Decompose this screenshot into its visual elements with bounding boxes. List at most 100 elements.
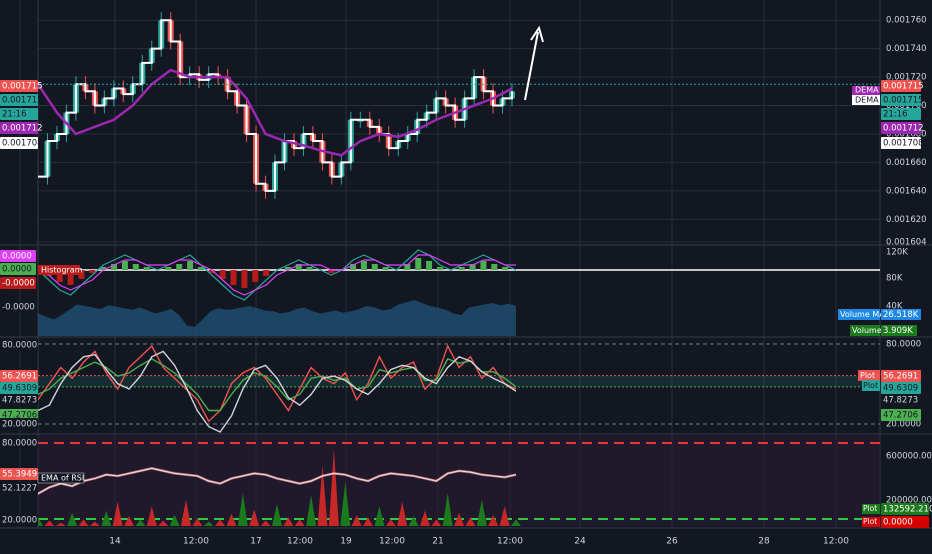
macd-histogram-bar	[241, 270, 248, 288]
volume-ma-label-bg	[838, 309, 880, 320]
macd-histogram-bar	[404, 264, 411, 270]
stoch-right-tag-label: 56.2691	[883, 372, 918, 382]
rsi-volume-bar	[101, 510, 112, 526]
stoch-right-tag-bg	[881, 409, 921, 421]
x-tick-label: 12:00	[183, 537, 209, 547]
plot-label-1: Plot	[860, 371, 875, 380]
rsi-volume-bar	[169, 515, 180, 526]
rsi-left-tag: 55.3949	[0, 468, 38, 480]
rsi-background	[38, 436, 880, 526]
price-right-tag: 0.001715	[881, 80, 924, 92]
rsi-volume-bar	[328, 449, 339, 526]
macd-histogram-bar	[371, 264, 378, 270]
rsi-volume-bar	[55, 522, 66, 526]
macd-histogram-bar	[67, 270, 74, 285]
macd-left-tag-bg	[0, 263, 36, 275]
rsi-volume-bar	[89, 521, 100, 526]
rsi-volume-bar	[431, 519, 442, 526]
rsi-volume-bar	[397, 501, 408, 526]
rsi-volume-bar	[511, 519, 521, 526]
price-left-tag-bg	[0, 108, 38, 120]
macd-left-tag: 0.0000	[0, 263, 36, 275]
rsi-volume-bar	[215, 519, 226, 526]
macd-histogram-bar	[295, 264, 302, 270]
macd-left-tag-bg	[0, 250, 36, 262]
rsi-volume-bar	[260, 520, 271, 526]
macd-volume-panel[interactable]: 0.0000 0.0000 -0.0000 -0.0000 Histogram 120K 8…	[0, 248, 921, 337]
macd-histogram-bar	[176, 264, 183, 270]
plot-label-2: Plot	[863, 381, 878, 390]
rsi-volume-bar	[442, 493, 453, 526]
rsi-panel[interactable]: 80.0000 55.3949 52.1227 20.0000 EMA of RSI 60…	[0, 436, 932, 528]
stoch-right-tag: 47.2706	[881, 409, 921, 421]
rsi-volume-bar	[158, 520, 169, 526]
stoch-left-tag-label: 49.6309	[2, 384, 37, 394]
macd-histogram-bar	[132, 264, 139, 270]
x-tick-label: 24	[574, 537, 586, 547]
plot-label-bg-1	[858, 370, 880, 381]
price-right-tag-label: 21:16	[883, 110, 908, 120]
stoch-left-tag-label: 20.0000	[2, 420, 37, 430]
rsi-left-tag: 80.0000	[0, 437, 38, 449]
macd-histogram-bar	[469, 264, 476, 270]
stoch-left-tag-label: 47.8273	[2, 396, 37, 406]
dema-legend-label-2: DEMA	[855, 96, 879, 105]
volume-label: Volume	[852, 326, 882, 335]
macd-histogram-bar	[436, 267, 443, 270]
rsi-left-tag-bg	[0, 482, 38, 494]
stoch-left-tag: 80.0000	[0, 339, 38, 351]
price-right-tag-label: 0.001715	[883, 82, 924, 92]
rsi-volume-bar	[488, 515, 499, 526]
x-tick-label: 28	[758, 537, 770, 547]
dema-legend-bg-2	[852, 95, 880, 105]
stoch-left-tag-bg	[0, 382, 38, 394]
macd-histogram-bar	[121, 261, 128, 270]
rsi-volume-bar	[454, 512, 465, 526]
price-y-tick-label: 0.001760	[886, 16, 927, 26]
rsi-volume-bar	[465, 517, 476, 526]
x-tick-label: 14	[109, 537, 121, 547]
x-tick-label: 12:00	[497, 537, 523, 547]
price-left-tag-bg	[0, 137, 38, 149]
macd-left-tag-label: 0.0000	[2, 252, 32, 262]
rsi-plot-label: Plot	[863, 517, 877, 526]
ema-rsi-line	[37, 467, 517, 495]
volume-ma-value: 26.518K	[883, 310, 919, 320]
price-y-tick-label: 0.001700	[886, 101, 927, 111]
rsi-volume-bar	[499, 506, 510, 526]
price-left-tag-label: 0.001715	[2, 82, 43, 92]
x-tick-label: 12:00	[287, 537, 313, 547]
macd-histogram-bar	[187, 261, 194, 270]
stoch-right-tag-label: 47.8273	[883, 396, 918, 406]
rsi-left-tag-label: 20.0000	[2, 516, 37, 526]
price-y-tick-label: 0.001620	[886, 215, 927, 225]
rsi-left-tag-bg	[0, 437, 38, 449]
price-panel[interactable]: 0.001760 0.001740 0.001720 0.001700 0.001680…	[0, 12, 927, 248]
price-y-tick-label: 0.001740	[886, 44, 927, 54]
price-left-tag-bg	[0, 80, 38, 92]
stoch-panel[interactable]: 80.000056.269149.630947.827347.270620.00…	[0, 339, 921, 433]
volume-y-tick-label: 120K	[886, 248, 908, 258]
stoch-series-0	[37, 344, 517, 423]
rsi-right-tag-bg	[881, 503, 929, 515]
stoch-y-tick-label: 20.0000	[886, 420, 921, 430]
rsi-volume-bar	[44, 520, 55, 526]
rsi-volume-bar	[146, 506, 157, 526]
macd-left-tag: -0.0000	[0, 301, 36, 313]
histogram-label-bg	[38, 265, 80, 275]
macd-histogram-bar	[219, 270, 226, 279]
rsi-volume-bar	[135, 519, 146, 526]
macd-left-tag: -0.0000	[0, 277, 36, 289]
histogram-label: Histogram	[41, 266, 83, 275]
volume-label-bg	[850, 325, 880, 336]
rsi-volume-bar	[226, 513, 237, 526]
stoch-series-2	[37, 350, 517, 433]
volume-y-tick-label: 40K	[886, 302, 903, 312]
rsi-volume-bar	[203, 521, 214, 526]
stoch-right-tag: 56.2691	[881, 370, 921, 382]
ma-line	[36, 68, 513, 157]
volume-area	[38, 300, 516, 336]
price-left-tag-label: 0.001708	[2, 139, 43, 149]
macd-histogram-bar	[328, 270, 335, 273]
